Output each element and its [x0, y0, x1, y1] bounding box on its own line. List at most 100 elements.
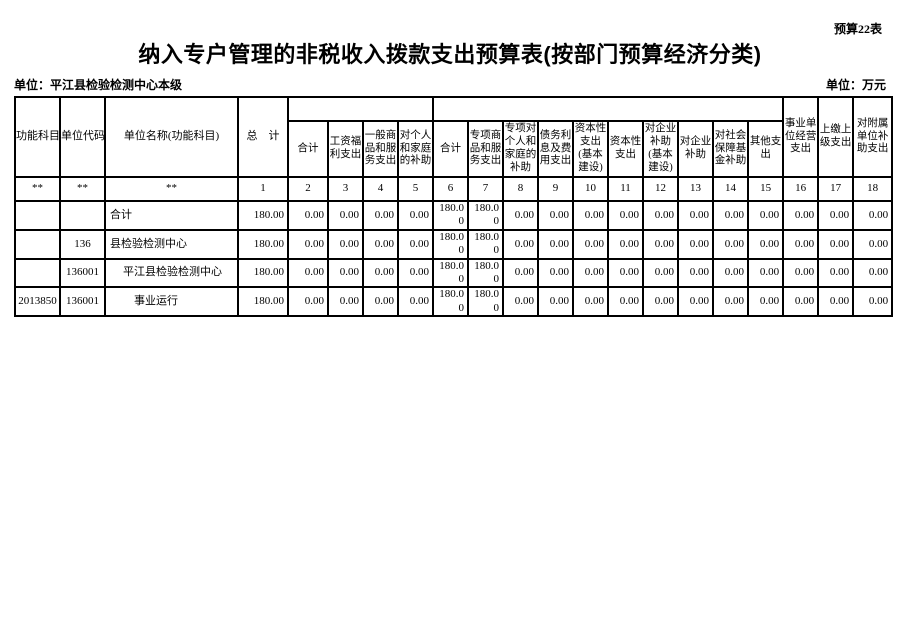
- value-cell: 0.00: [572, 200, 609, 231]
- value-cell: 0.00: [502, 257, 539, 289]
- corner-label: 预算22表: [833, 22, 882, 36]
- value-cell: 0.00: [537, 200, 574, 231]
- value-cell: 180.00: [467, 200, 504, 231]
- value-cell: 0.00: [607, 228, 644, 260]
- value-cell: 180.00: [237, 228, 289, 260]
- header-cell: 事业单位经营支出: [782, 96, 820, 178]
- value-cell: 0.00: [782, 286, 820, 318]
- value-cell: 180.00: [432, 286, 469, 318]
- unit-name-cell: 县检验检测中心: [104, 228, 239, 260]
- header-cell: 债务利息及费用支出: [537, 120, 574, 178]
- header-cell: 资本性支出: [607, 120, 644, 178]
- value-cell: 0.00: [327, 257, 364, 289]
- header-cell: 合计: [287, 120, 329, 178]
- value-cell: 0.00: [572, 286, 609, 318]
- value-cell: 0.00: [817, 286, 855, 318]
- table-row-center: 136 县检验检测中心 180.00 0.00 0.00 0.00 0.00 1…: [14, 228, 894, 260]
- value-cell: 0.00: [712, 200, 749, 231]
- func-code-cell: [14, 200, 61, 231]
- value-cell: 0.00: [287, 286, 329, 318]
- index-cell: 13: [677, 176, 714, 202]
- value-cell: 0.00: [287, 257, 329, 289]
- table-row-total: 合计 180.00 0.00 0.00 0.00 0.00 180.00 180…: [14, 200, 894, 231]
- func-code-cell: [14, 257, 61, 289]
- index-cell: 7: [467, 176, 504, 202]
- index-cell: 4: [362, 176, 399, 202]
- value-cell: 0.00: [782, 228, 820, 260]
- func-code-cell: 2013850: [14, 286, 61, 318]
- index-cell: **: [14, 176, 61, 202]
- index-cell: 11: [607, 176, 644, 202]
- value-cell: 0.00: [537, 228, 574, 260]
- index-cell: 15: [746, 176, 785, 202]
- value-cell: 0.00: [746, 286, 785, 318]
- value-cell: 0.00: [817, 257, 855, 289]
- header-row-sub: 合计 工资福利支出 一般商品和服务支出 对个人和家庭的补助 合计 专项商品和服务…: [15, 120, 892, 178]
- value-cell: 0.00: [362, 257, 399, 289]
- index-cell: 3: [327, 176, 364, 202]
- value-cell: 0.00: [642, 257, 679, 289]
- header-cell-func: 功能科目: [14, 96, 61, 178]
- header-cell: 工资福利支出: [327, 120, 364, 178]
- value-cell: 0.00: [362, 200, 399, 231]
- index-cell: 5: [397, 176, 434, 202]
- func-code-cell: [14, 228, 61, 260]
- value-cell: 0.00: [712, 286, 749, 318]
- table-row-program: 2013850 136001 事业运行 180.00 0.00 0.00 0.0…: [14, 286, 894, 318]
- header-cell: 资本性支出(基本建设): [572, 120, 609, 178]
- index-cell: **: [104, 176, 239, 202]
- group1-header-cell: [287, 96, 434, 122]
- header-cell: 专项商品和服务支出: [467, 120, 504, 178]
- value-cell: 0.00: [642, 200, 679, 231]
- unit-code-cell: 136001: [59, 257, 106, 289]
- index-cell: 12: [642, 176, 679, 202]
- header-cell: 对企业补助: [677, 120, 714, 178]
- value-cell: 0.00: [746, 228, 785, 260]
- header-cell: 对附属单位补助支出: [852, 96, 894, 178]
- unit-code-cell: [59, 200, 106, 231]
- value-cell: 0.00: [397, 257, 434, 289]
- value-cell: 0.00: [642, 286, 679, 318]
- header-cell: 其他支出: [746, 120, 785, 178]
- unit-currency-label: 单位：万元: [825, 78, 886, 92]
- value-cell: 180.00: [237, 200, 289, 231]
- value-cell: 0.00: [537, 257, 574, 289]
- unit-name-cell: 事业运行: [104, 286, 239, 318]
- header-cell: 合计: [432, 120, 469, 178]
- value-cell: 0.00: [642, 228, 679, 260]
- unit-code-cell: 136: [59, 228, 106, 260]
- value-cell: 180.00: [467, 228, 504, 260]
- value-cell: 0.00: [397, 286, 434, 318]
- value-cell: 0.00: [852, 286, 894, 318]
- value-cell: 0.00: [677, 228, 714, 260]
- value-cell: 0.00: [502, 228, 539, 260]
- value-cell: 0.00: [607, 286, 644, 318]
- unit-name-cell: 平江县检验检测中心: [104, 257, 239, 289]
- value-cell: 0.00: [362, 286, 399, 318]
- header-cell: 对社会保障基金补助: [712, 120, 749, 178]
- index-row: ** ** ** 1 2 3 4 5 6 7 8 9 10 11 12 13 1…: [14, 176, 894, 202]
- value-cell: 180.00: [237, 286, 289, 318]
- value-cell: 0.00: [397, 200, 434, 231]
- value-cell: 0.00: [782, 257, 820, 289]
- value-cell: 0.00: [852, 257, 894, 289]
- value-cell: 0.00: [502, 200, 539, 231]
- unit-code-cell: 136001: [59, 286, 106, 318]
- index-cell: 9: [537, 176, 574, 202]
- unit-name-cell: 合计: [104, 200, 239, 231]
- value-cell: 0.00: [712, 257, 749, 289]
- group2-header-cell: [431, 96, 785, 122]
- header-cell: 对企业补助(基本建设): [642, 120, 679, 178]
- value-cell: 0.00: [287, 228, 329, 260]
- value-cell: 0.00: [607, 257, 644, 289]
- header-cell: 专项对个人和家庭的补助: [502, 120, 539, 178]
- value-cell: 0.00: [327, 228, 364, 260]
- value-cell: 0.00: [782, 200, 820, 231]
- value-cell: 180.00: [467, 257, 504, 289]
- value-cell: 0.00: [327, 286, 364, 318]
- value-cell: 0.00: [852, 200, 894, 231]
- value-cell: 0.00: [287, 200, 329, 231]
- value-cell: 0.00: [852, 228, 894, 260]
- value-cell: 180.00: [432, 200, 469, 231]
- value-cell: 0.00: [362, 228, 399, 260]
